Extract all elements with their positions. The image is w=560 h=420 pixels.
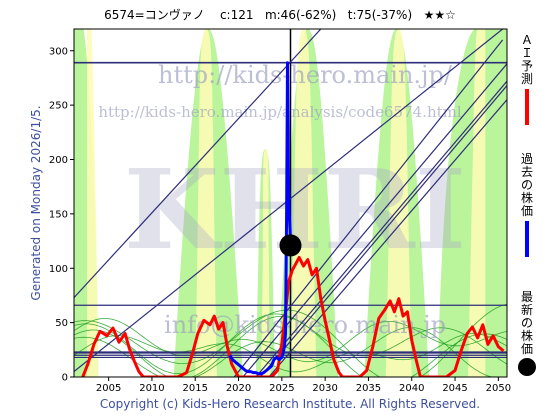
x-tick-label: 2015 [183, 383, 208, 394]
y-tick-label: 150 [49, 209, 68, 220]
plot-frame [73, 28, 508, 378]
band-yellow-1 [86, 29, 99, 377]
x-tick-label: 2050 [486, 383, 511, 394]
y-tick-label: 250 [49, 101, 68, 112]
legend-label-char: 去 [521, 165, 533, 179]
trend-lines [74, 29, 507, 377]
legend-label-char: 測 [521, 72, 533, 86]
copyright: Copyright (c) Kids-Hero Research Institu… [100, 397, 480, 411]
series-line-1 [228, 61, 292, 376]
legend-label-char: 予 [521, 59, 533, 73]
y-tick-label: 50 [55, 318, 68, 329]
legend-swatch [518, 358, 536, 376]
y-tick-label: 300 [49, 46, 68, 57]
x-tick-label: 2020 [226, 383, 251, 394]
band-yellow-5 [261, 149, 271, 377]
x-tick-label: 2030 [312, 383, 337, 394]
x-tick-label: 2010 [139, 383, 164, 394]
trend-line-2 [233, 39, 504, 377]
trend-line-6 [268, 99, 507, 377]
legend-label-char: Ｉ [521, 46, 533, 60]
x-tick-label: 2005 [96, 383, 121, 394]
x-tick-label: 2040 [399, 383, 424, 394]
trend-line-4 [255, 80, 507, 377]
legend-label-char: 価 [521, 204, 533, 218]
watermark-url: http://kids-hero.main.jp/ [158, 61, 453, 89]
legend-label-char: 株 [521, 190, 533, 205]
latest-price-dot [279, 234, 302, 257]
watermark-url-analysis: http://kids-hero.main.jp/analysis/code65… [98, 103, 462, 121]
legend-label-char: 価 [521, 342, 533, 356]
series-line-0 [81, 255, 505, 377]
trend-line-5 [259, 85, 507, 377]
y-axis-ticks: 0 50 100 150 200 250 300 [49, 46, 74, 384]
x-tick-label: 2045 [442, 383, 467, 394]
x-tick-label: 2025 [269, 383, 294, 394]
legend-label-char: の [521, 178, 533, 192]
band-yellow-3 [195, 29, 217, 377]
legend-label-char: の [521, 316, 533, 330]
x-axis-ticks: 2005 2010 2015 2020 2025 2030 2035 2040 2045 2050 [96, 377, 511, 394]
band-yellow-9 [385, 29, 412, 377]
y-tick-label: 100 [49, 264, 68, 275]
legend-label-char: 過 [521, 152, 533, 166]
band-yellow-7 [290, 29, 317, 377]
x-tick-label: 2035 [356, 383, 381, 394]
legend-label-char: 新 [521, 302, 533, 317]
generated-date: Generated on Monday 2026/1/5. [29, 105, 43, 300]
legend-label-char: 最 [521, 290, 533, 304]
y-tick-label: 0 [62, 373, 68, 384]
chart-title: 6574=コンヴァノ c:121 m:46(-62%) t:75(-37%) ★… [104, 8, 456, 22]
trend-line-0 [74, 29, 322, 299]
series-lines [81, 61, 505, 377]
legend-label-char: 株 [521, 328, 533, 343]
legend-label-char: Ａ [521, 33, 533, 47]
cycle-bands [74, 29, 507, 377]
y-tick-label: 200 [49, 155, 68, 166]
